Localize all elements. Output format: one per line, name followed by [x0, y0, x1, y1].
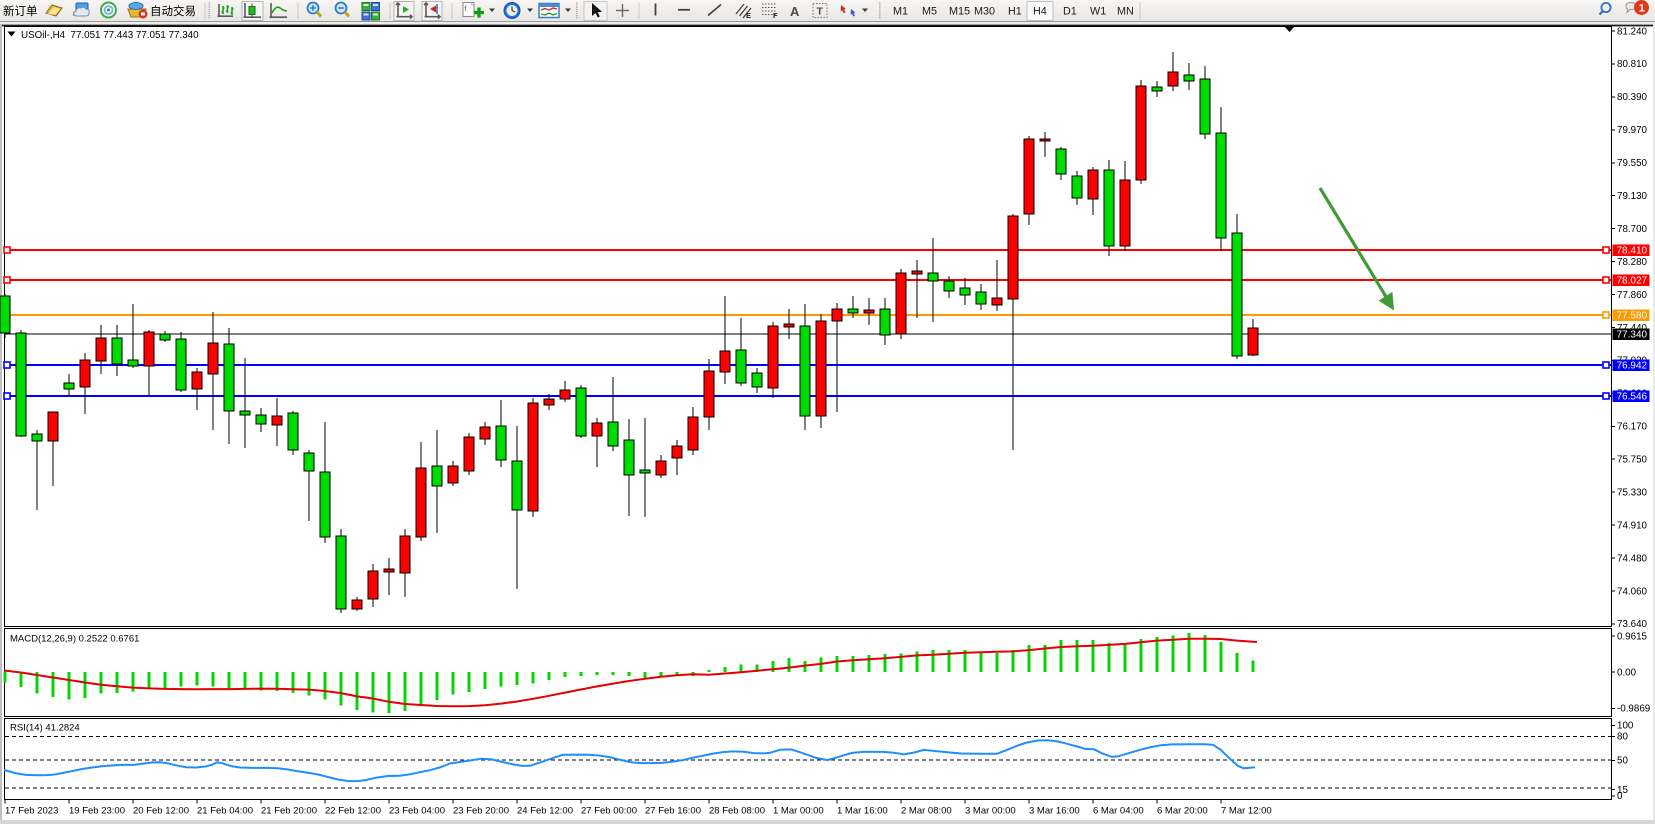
svg-text:28 Feb 08:00: 28 Feb 08:00 [709, 806, 765, 817]
svg-text:21 Feb 20:00: 21 Feb 20:00 [261, 806, 317, 817]
svg-text:27 Feb 00:00: 27 Feb 00:00 [581, 806, 637, 817]
svg-text:E: E [746, 11, 751, 20]
svg-text:78.700: 78.700 [1617, 224, 1648, 235]
svg-text:74.060: 74.060 [1617, 586, 1648, 597]
svg-text:23 Feb 04:00: 23 Feb 04:00 [389, 806, 445, 817]
svg-text:MACD(12,26,9) 0.2522 0.6761: MACD(12,26,9) 0.2522 0.6761 [10, 634, 139, 645]
svg-text:6 Mar 04:00: 6 Mar 04:00 [1093, 806, 1144, 817]
svg-text:78.410: 78.410 [1617, 246, 1648, 257]
svg-text:21 Feb 04:00: 21 Feb 04:00 [197, 806, 253, 817]
svg-text:74.910: 74.910 [1617, 520, 1648, 531]
svg-text:75.330: 75.330 [1617, 488, 1648, 499]
svg-text:100: 100 [1617, 721, 1634, 732]
svg-text:79.550: 79.550 [1617, 158, 1648, 169]
svg-text:78.027: 78.027 [1617, 276, 1648, 287]
svg-text:H1: H1 [1008, 6, 1022, 18]
svg-text:T: T [817, 6, 824, 18]
svg-text:50: 50 [1617, 756, 1628, 767]
svg-text:新订单: 新订单 [3, 4, 38, 18]
svg-text:17 Feb 2023: 17 Feb 2023 [5, 806, 58, 817]
svg-text:74.480: 74.480 [1617, 553, 1648, 564]
svg-text:f: f [465, 6, 467, 13]
svg-text:M15: M15 [949, 6, 970, 18]
svg-text:75.750: 75.750 [1617, 455, 1648, 466]
svg-text:78.280: 78.280 [1617, 257, 1648, 268]
svg-text:H4: H4 [1033, 6, 1047, 18]
svg-text:1 Mar 00:00: 1 Mar 00:00 [773, 806, 824, 817]
svg-text:79.970: 79.970 [1617, 125, 1648, 136]
svg-text:RSI(14) 41.2824: RSI(14) 41.2824 [10, 723, 80, 734]
svg-text:W1: W1 [1090, 6, 1106, 18]
svg-text:A: A [790, 4, 800, 19]
svg-text:77.580: 77.580 [1617, 311, 1648, 322]
svg-text:自动交易: 自动交易 [150, 4, 196, 18]
svg-text:M1: M1 [893, 6, 908, 18]
svg-text:USOil-,H4 77.051 77.443 77.05: USOil-,H4 77.051 77.443 77.051 77.340 [21, 30, 199, 41]
svg-text:76.170: 76.170 [1617, 422, 1648, 433]
svg-text:23 Feb 20:00: 23 Feb 20:00 [453, 806, 509, 817]
svg-text:0: 0 [1617, 791, 1623, 802]
svg-text:81.240: 81.240 [1617, 26, 1648, 37]
svg-text:0.9615: 0.9615 [1617, 631, 1648, 642]
svg-text:24 Feb 12:00: 24 Feb 12:00 [517, 806, 573, 817]
svg-text:6 Mar 20:00: 6 Mar 20:00 [1157, 806, 1208, 817]
svg-text:22 Feb 12:00: 22 Feb 12:00 [325, 806, 381, 817]
svg-text:3 Mar 16:00: 3 Mar 16:00 [1029, 806, 1080, 817]
svg-text:1: 1 [1639, 3, 1645, 15]
svg-text:D1: D1 [1063, 6, 1077, 18]
svg-text:M5: M5 [922, 6, 937, 18]
svg-text:80: 80 [1617, 732, 1628, 743]
svg-text:79.130: 79.130 [1617, 191, 1648, 202]
svg-text:80.390: 80.390 [1617, 92, 1648, 103]
svg-text:76.942: 76.942 [1617, 361, 1648, 372]
svg-text:76.546: 76.546 [1617, 392, 1648, 403]
svg-text:7 Mar 12:00: 7 Mar 12:00 [1221, 806, 1272, 817]
svg-text:80.810: 80.810 [1617, 59, 1648, 70]
svg-text:-0.9869: -0.9869 [1617, 704, 1650, 715]
svg-text:77.860: 77.860 [1617, 290, 1648, 301]
svg-text:M30: M30 [974, 6, 995, 18]
svg-text:F: F [773, 11, 778, 20]
svg-text:77.340: 77.340 [1617, 330, 1648, 341]
svg-text:19 Feb 23:00: 19 Feb 23:00 [69, 806, 125, 817]
svg-text:0.00: 0.00 [1617, 668, 1637, 679]
svg-text:MN: MN [1117, 6, 1134, 18]
svg-text:20 Feb 12:00: 20 Feb 12:00 [133, 806, 189, 817]
svg-text:77.440: 77.440 [1617, 323, 1648, 334]
svg-text:1 Mar 16:00: 1 Mar 16:00 [837, 806, 888, 817]
svg-text:27 Feb 16:00: 27 Feb 16:00 [645, 806, 701, 817]
svg-text:3 Mar 00:00: 3 Mar 00:00 [965, 806, 1016, 817]
svg-text:73.640: 73.640 [1617, 619, 1648, 630]
svg-text:15: 15 [1617, 785, 1628, 796]
svg-text:2 Mar 08:00: 2 Mar 08:00 [901, 806, 952, 817]
